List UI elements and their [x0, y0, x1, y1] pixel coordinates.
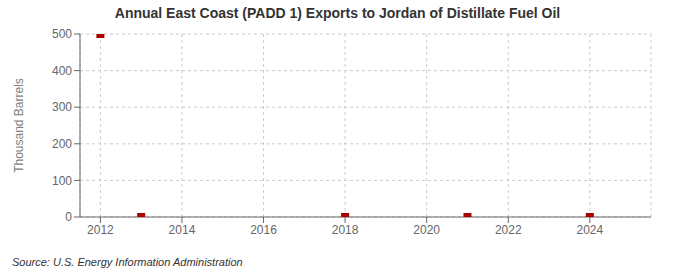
svg-text:2016: 2016: [250, 223, 277, 237]
svg-text:200: 200: [52, 137, 72, 151]
html-text:Annual East Coast (PADD 1) Exp: Annual East Coast (PADD 1) Exports to Jo…: [114, 5, 561, 21]
svg-text:2012: 2012: [87, 223, 114, 237]
html-text:Source: U.S. Energy Informatio: Source: U.S. Energy Information Administ…: [12, 256, 243, 268]
svg-text:2022: 2022: [495, 223, 522, 237]
svg-text:0: 0: [65, 210, 72, 224]
svg-text:100: 100: [52, 174, 72, 188]
svg-text:2020: 2020: [413, 223, 440, 237]
svg-text:400: 400: [52, 64, 72, 78]
svg-text:2018: 2018: [332, 223, 359, 237]
svg-text:300: 300: [52, 100, 72, 114]
svg-text:2014: 2014: [169, 223, 196, 237]
svg-text:2024: 2024: [576, 223, 603, 237]
svg-text:Thousand Barrels: Thousand Barrels: [12, 78, 26, 173]
svg-text:500: 500: [52, 27, 72, 41]
